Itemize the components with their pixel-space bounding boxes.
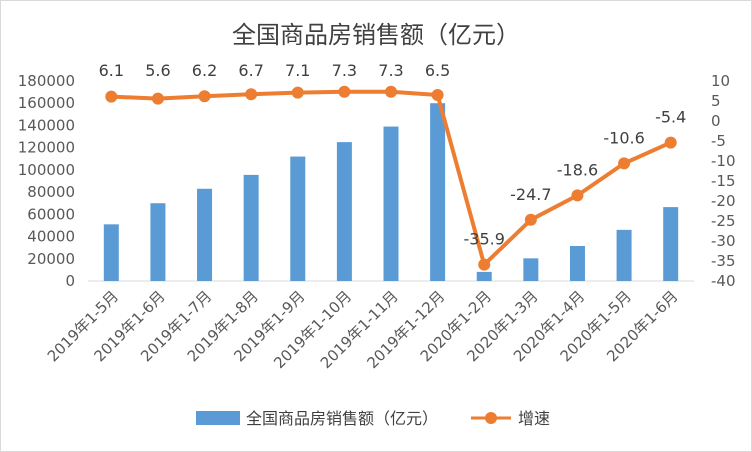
legend-line-label: 增速 — [518, 409, 550, 428]
data-label: 6.2 — [192, 61, 217, 80]
y-right-tick-label: -20 — [711, 192, 736, 210]
y-left-tick-label: 140000 — [18, 116, 75, 134]
bar — [290, 156, 306, 281]
data-label: 6.7 — [238, 61, 263, 80]
bar — [103, 224, 119, 281]
line-marker — [291, 86, 304, 99]
bar — [569, 246, 585, 281]
bar — [430, 103, 446, 281]
y-left-tick-label: 60000 — [27, 205, 75, 223]
y-left-tick-label: 160000 — [18, 94, 75, 112]
line-marker — [198, 90, 211, 103]
y-right-tick-label: -25 — [711, 212, 736, 230]
data-label: -5.4 — [655, 108, 686, 127]
line-marker — [664, 136, 677, 149]
data-label: -35.9 — [464, 230, 505, 249]
bar — [243, 174, 259, 281]
legend-line-marker — [485, 412, 497, 424]
line-marker — [105, 90, 118, 103]
y-right-tick-label: -10 — [711, 152, 736, 170]
data-label: 7.1 — [285, 61, 310, 80]
bar — [616, 229, 632, 281]
y-right-tick-label: -40 — [711, 272, 736, 290]
line-marker — [245, 88, 258, 101]
line-marker — [524, 213, 537, 226]
bar — [336, 142, 352, 281]
y-left-tick-label: 180000 — [18, 72, 75, 90]
data-label: 7.3 — [378, 61, 403, 80]
line-marker — [385, 85, 397, 98]
bar — [150, 203, 166, 281]
bar — [476, 271, 492, 281]
data-label: 5.6 — [145, 61, 170, 80]
y-right-tick-label: -5 — [711, 132, 726, 150]
bar — [383, 126, 399, 281]
y-right-tick-label: -30 — [711, 232, 736, 250]
y-left-tick-label: 20000 — [27, 250, 75, 268]
legend-bar-label: 全国商品房销售额（亿元） — [246, 409, 438, 428]
bar — [197, 188, 213, 281]
y-left-tick-label: 120000 — [18, 139, 75, 157]
y-right-tick-label: 0 — [711, 112, 721, 130]
chart-title: 全国商品房销售额（亿元） — [232, 21, 520, 49]
line-marker — [338, 85, 351, 98]
y-right-tick-label: 10 — [711, 72, 730, 90]
legend: 全国商品房销售额（亿元） 增速 — [196, 409, 550, 428]
bar-series — [103, 103, 679, 281]
y-left-tick-label: 0 — [65, 272, 75, 290]
line-marker — [571, 189, 584, 202]
data-label: 6.5 — [425, 61, 450, 80]
y-left-tick-label: 100000 — [18, 161, 75, 179]
y-right-tick-label: -15 — [711, 172, 736, 190]
data-label: 6.1 — [99, 61, 124, 80]
y-left-tick-label: 40000 — [27, 228, 75, 246]
line-series: 6.1 5.6 6.2 6.7 7.1 7.3 7.3 6.5-35.9-24.7-18.6-… — [99, 61, 686, 271]
legend-bar-swatch — [196, 411, 240, 425]
data-label: -24.7 — [510, 185, 551, 204]
axes: 0 20000 40000 60000 80000 100000 120000 140000 1… — [18, 72, 736, 290]
line-marker — [478, 258, 491, 271]
bar — [523, 258, 539, 281]
y-right-tick-label: -35 — [711, 252, 736, 270]
data-label: -18.6 — [557, 160, 598, 179]
line-marker — [618, 157, 631, 170]
line-marker — [151, 92, 164, 105]
data-label: 7.3 — [332, 61, 357, 80]
bar — [663, 207, 679, 281]
line-marker — [431, 89, 444, 101]
y-right-tick-label: 5 — [711, 92, 721, 110]
x-axis-labels: 2019年1-5月2019年1-6月2019年1-7月2019年1-8月2019… — [44, 287, 682, 372]
data-label: -10.6 — [603, 128, 644, 147]
y-left-tick-label: 80000 — [27, 183, 75, 201]
